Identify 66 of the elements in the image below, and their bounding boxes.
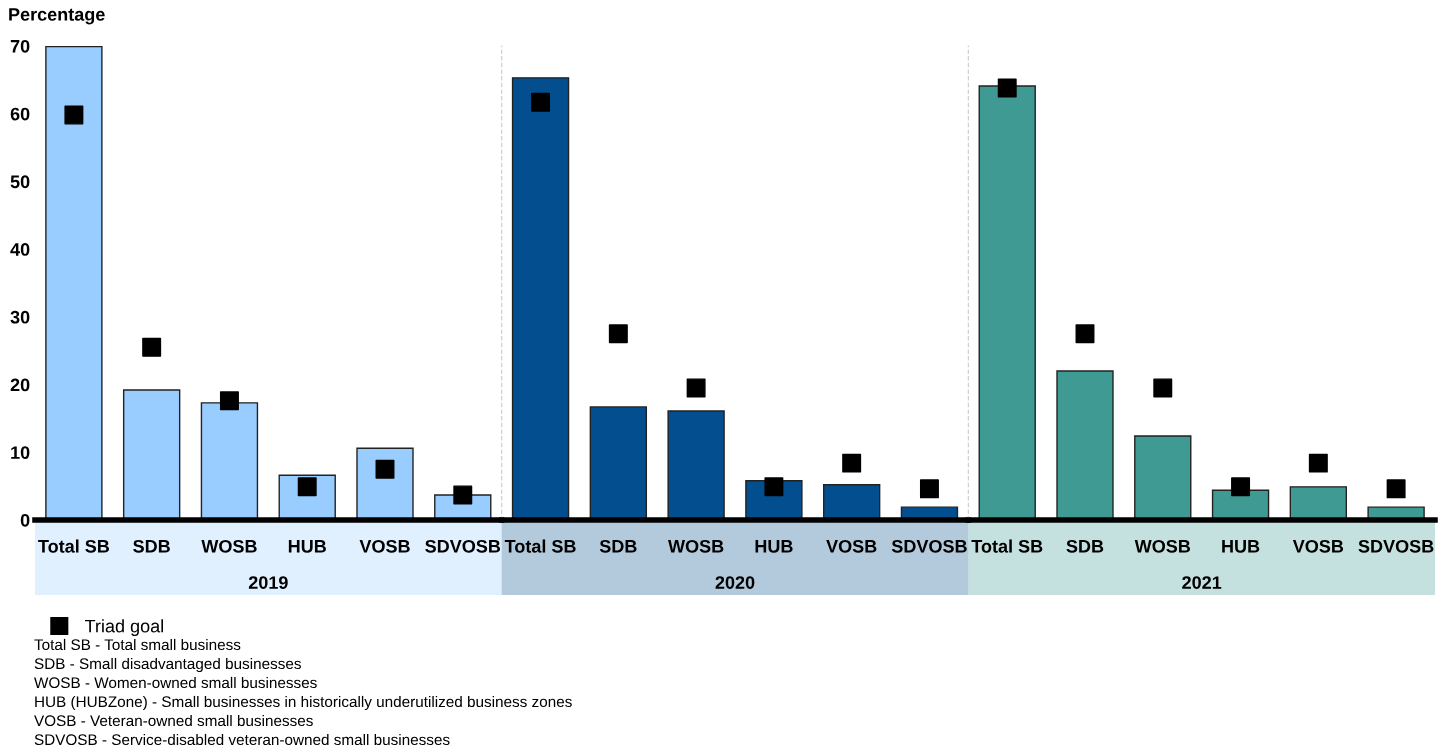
point bbox=[1153, 378, 1173, 398]
x-axis-title: 2021 bbox=[1182, 576, 1222, 589]
point bbox=[453, 485, 473, 505]
bar bbox=[589, 406, 648, 520]
text: HUB (HUBZone) - Small businesses in historically underutilized business zones bbox=[35, 695, 572, 711]
y-tick-label: 0 bbox=[20, 513, 30, 527]
x-tick-label: VOSB bbox=[359, 539, 410, 553]
y-tick-label: 40 bbox=[10, 243, 30, 256]
x-tick-label: SDVOSB bbox=[1358, 539, 1434, 553]
point bbox=[64, 105, 84, 125]
x-tick-label: HUB bbox=[755, 540, 793, 553]
point bbox=[375, 459, 395, 479]
point bbox=[1308, 453, 1328, 473]
bar bbox=[511, 77, 570, 520]
x-tick-label: VOSB bbox=[826, 539, 877, 553]
bar bbox=[122, 389, 181, 520]
point bbox=[842, 453, 862, 473]
bar bbox=[356, 447, 414, 520]
x-tick-label: VOSB bbox=[1292, 539, 1344, 553]
text: SDB - Small disadvantaged businesses bbox=[34, 657, 301, 673]
bar bbox=[1134, 435, 1192, 520]
y-tick-label: 70 bbox=[10, 39, 30, 53]
y-axis-title: Percentage bbox=[9, 8, 105, 25]
y-tick-label: 30 bbox=[10, 310, 30, 324]
point bbox=[608, 324, 628, 344]
legend-label: Triad goal bbox=[84, 619, 163, 637]
point bbox=[219, 391, 239, 411]
text: Total SB - Total small business bbox=[34, 638, 241, 651]
point bbox=[142, 337, 162, 357]
y-tick-label: 20 bbox=[10, 378, 30, 392]
x-tick-label: WOSB bbox=[668, 539, 724, 553]
bar bbox=[1056, 370, 1114, 520]
x-tick-label: Total SB bbox=[971, 539, 1043, 553]
bar bbox=[200, 402, 259, 520]
point bbox=[1231, 477, 1251, 497]
x-tick-label: WOSB bbox=[201, 539, 257, 553]
bar bbox=[822, 484, 881, 520]
x-axis-title: 2019 bbox=[248, 576, 288, 589]
y-tick-label: 50 bbox=[10, 175, 30, 189]
text: VOSB - Veteran-owned small businesses bbox=[34, 714, 313, 727]
x-tick-label: WOSB bbox=[1134, 539, 1191, 553]
x-tick-label: Total SB bbox=[504, 539, 576, 553]
x-tick-label: SDVOSB bbox=[425, 539, 501, 553]
x-tick-label: HUB bbox=[1222, 540, 1260, 553]
x-tick-label: HUB bbox=[288, 540, 326, 553]
x-tick-label: Total SB bbox=[38, 539, 110, 553]
x-tick-label: SDVOSB bbox=[891, 539, 967, 553]
x-tick-label: SDB bbox=[1066, 539, 1104, 553]
point bbox=[531, 92, 551, 112]
bar bbox=[667, 410, 725, 520]
point bbox=[1075, 324, 1095, 344]
point bbox=[919, 479, 939, 499]
point bbox=[1386, 479, 1406, 499]
text: WOSB - Women-owned small businesses bbox=[34, 676, 317, 689]
x-tick-label: SDB bbox=[599, 539, 637, 553]
point bbox=[686, 378, 706, 398]
y-tick-label: 10 bbox=[11, 446, 30, 460]
point bbox=[997, 78, 1017, 98]
point bbox=[764, 477, 784, 497]
text: SDVOSB - Service-disabled veteran-owned small businesses bbox=[34, 733, 450, 746]
x-tick-label: SDB bbox=[133, 539, 170, 553]
bar bbox=[978, 85, 1036, 520]
bar bbox=[45, 46, 103, 520]
bar bbox=[1289, 486, 1348, 520]
x-axis-title: 2020 bbox=[715, 576, 755, 589]
y-tick-label: 60 bbox=[10, 107, 30, 121]
